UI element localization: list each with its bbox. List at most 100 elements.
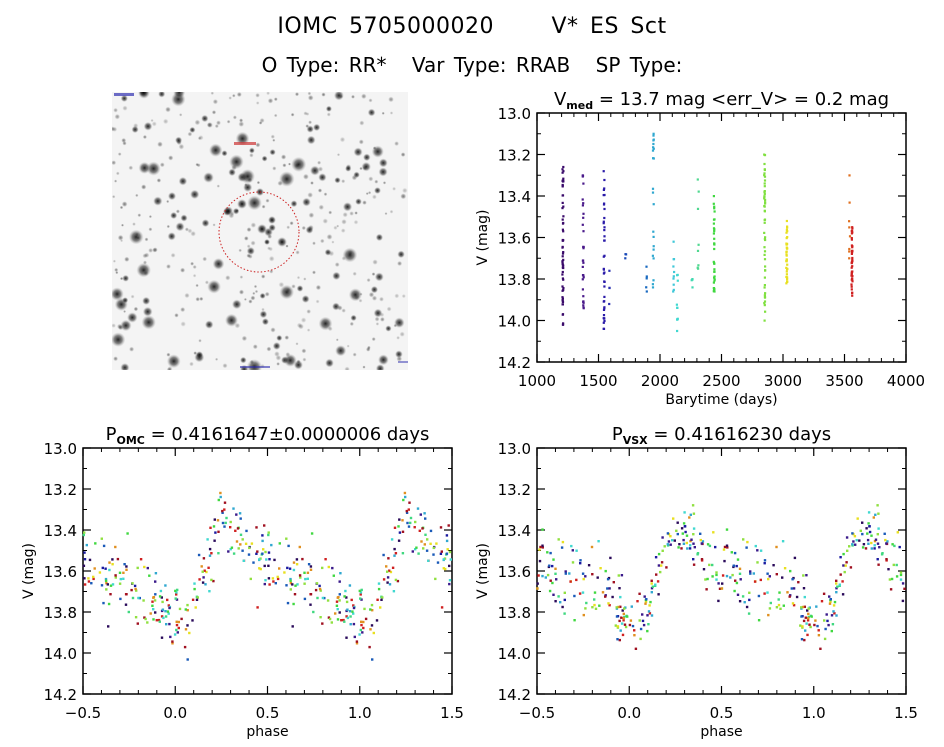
phase-point <box>258 558 261 561</box>
star <box>368 176 374 182</box>
phase-point <box>223 525 226 528</box>
phase-point <box>901 582 905 585</box>
phase-point <box>541 544 544 547</box>
phase-point <box>173 633 177 636</box>
data-point-season-1 <box>561 296 564 299</box>
phase-point <box>258 567 261 570</box>
x-tick-label: 0.5 <box>710 704 734 722</box>
phase-point <box>743 601 746 604</box>
star <box>196 163 201 168</box>
phase-point <box>891 543 894 546</box>
star <box>371 337 376 342</box>
phase-point <box>178 607 182 611</box>
phase-point <box>768 575 771 578</box>
data-point-season-3 <box>602 321 605 324</box>
phase-point <box>615 615 619 618</box>
phase-point <box>122 571 125 574</box>
phase-point <box>267 531 270 534</box>
phase-point <box>854 543 857 546</box>
phase-point <box>792 604 796 607</box>
data-point-season-2 <box>582 202 585 205</box>
phase-point <box>352 604 355 607</box>
phase-point <box>283 571 286 574</box>
phase-point <box>806 619 810 622</box>
phase-point <box>579 562 582 565</box>
data-point-season-10 <box>785 266 788 269</box>
phase-point <box>564 572 567 575</box>
phase-point <box>622 619 625 622</box>
phase-point <box>439 552 443 555</box>
phase-point <box>597 540 600 543</box>
data-point-season-5b <box>651 187 655 190</box>
star <box>350 314 357 322</box>
phase-point <box>557 595 560 598</box>
phase-point <box>832 604 836 607</box>
data-point-season-3 <box>603 207 606 211</box>
phase-point <box>800 615 803 618</box>
phase-point <box>849 566 853 569</box>
data-point-season-11b <box>850 266 853 269</box>
phase-point <box>214 531 217 534</box>
phase-point <box>267 551 271 554</box>
star <box>148 215 152 219</box>
phase-point <box>690 538 693 541</box>
star <box>232 115 237 120</box>
y-tick-label: 14.0 <box>498 313 531 331</box>
star <box>206 122 213 128</box>
data-point-season-9 <box>763 246 766 249</box>
phase-point <box>107 602 111 606</box>
star <box>290 200 298 208</box>
phase-point <box>160 615 164 618</box>
data-point-season-8 <box>713 270 716 273</box>
phase-point <box>843 570 846 574</box>
phase-point <box>800 606 803 609</box>
data-point-season-9 <box>763 179 767 182</box>
phase-point <box>294 584 297 587</box>
phase-point <box>255 526 258 529</box>
phase-point <box>899 571 903 574</box>
data-point-season-1 <box>561 285 564 288</box>
star <box>352 271 357 276</box>
phase-point <box>817 634 821 637</box>
star <box>250 222 257 228</box>
star <box>378 354 389 366</box>
phase-point <box>866 532 869 535</box>
phase-point <box>448 582 451 586</box>
phase-point <box>286 566 289 570</box>
data-point-season-11b <box>850 285 853 288</box>
phase-point <box>276 577 280 581</box>
star <box>269 149 276 156</box>
phase-point <box>239 533 243 536</box>
phase-point <box>732 564 735 567</box>
data-points <box>82 491 452 661</box>
star <box>146 161 161 176</box>
phase-point <box>548 589 552 593</box>
star <box>301 295 310 303</box>
phase-point <box>654 583 657 586</box>
star <box>142 296 151 305</box>
phase-point <box>393 554 396 557</box>
phase-point <box>853 535 857 538</box>
star <box>228 96 232 100</box>
phase-point <box>256 550 259 553</box>
x-tick-label: 3000 <box>764 372 802 390</box>
phase-point <box>842 564 845 567</box>
phase-point <box>594 607 598 610</box>
phase-point <box>292 561 296 564</box>
phase-point <box>708 544 712 548</box>
phase-point <box>286 601 290 605</box>
star <box>317 188 323 193</box>
star <box>121 201 128 207</box>
star <box>305 124 310 128</box>
phase-point <box>138 596 141 600</box>
star <box>168 155 174 161</box>
phase-point <box>362 626 365 630</box>
phase-point <box>219 495 222 499</box>
data-point-season-1 <box>561 270 564 274</box>
title-rest: = 0.4161647±0.0000006 days <box>145 424 430 445</box>
data-point-season-11a <box>848 174 851 177</box>
target-star <box>277 237 287 247</box>
phase-point <box>404 495 407 499</box>
phase-point <box>832 610 835 613</box>
y-tick-label: 13.6 <box>44 563 77 581</box>
